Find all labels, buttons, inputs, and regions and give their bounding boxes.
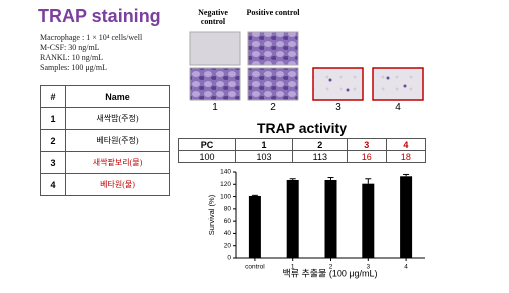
section-title: TRAP activity xyxy=(257,120,347,136)
micrograph xyxy=(247,31,299,66)
table-row: PC 1 2 3 4 xyxy=(178,138,427,151)
trap-table: PC 1 2 3 4 100 103 113 16 18 xyxy=(178,138,427,163)
sample-table: # Name 1 새싹밥(주정) 2 베타원(주정) 3 새싹팥보리(물) 4 베타원(물) xyxy=(40,85,170,196)
image-label: Negative control xyxy=(198,8,228,26)
bar xyxy=(324,179,337,258)
table-row: 4 베타원(물) xyxy=(40,173,170,196)
y-tick-label: 60 xyxy=(224,218,232,225)
micrograph xyxy=(189,31,241,66)
table-cell: 16 xyxy=(346,150,387,163)
image-number: 1 xyxy=(212,102,218,113)
y-tick-label: 0 xyxy=(227,255,231,262)
condition: M-CSF: 30 ng/mL xyxy=(40,43,100,52)
image-number: 2 xyxy=(270,102,276,113)
condition: Samples: 100 μg/mL xyxy=(40,63,107,72)
y-tick-label: 40 xyxy=(224,230,232,237)
table-cell: 100 xyxy=(178,150,236,163)
bar xyxy=(362,183,375,258)
cell-dot xyxy=(386,76,390,80)
y-tick-label: 120 xyxy=(220,181,231,188)
bar xyxy=(400,176,413,258)
table-cell: 18 xyxy=(385,150,427,163)
x-tick-label: 1 xyxy=(291,264,295,271)
cell-dot xyxy=(346,88,350,92)
condition: RANKL: 10 ng/mL xyxy=(40,53,104,62)
condition: Macrophage : 1 × 10⁴ cells/well xyxy=(40,33,143,42)
table-row: # Name xyxy=(40,85,170,108)
image-number: 4 xyxy=(395,102,401,113)
bar xyxy=(248,195,261,258)
cell-dot xyxy=(328,78,332,82)
image-number: 3 xyxy=(335,102,341,113)
x-tick-label: 3 xyxy=(366,264,370,271)
table-header-cell: PC xyxy=(178,138,236,151)
cell-dot xyxy=(403,84,407,88)
table-header-cell: 2 xyxy=(292,138,348,151)
micrograph xyxy=(312,67,364,101)
micrograph xyxy=(372,67,424,101)
micrograph xyxy=(247,67,299,101)
table-row: 2 베타원(주정) xyxy=(40,129,170,152)
table-cell: 베타원(물) xyxy=(65,173,170,196)
y-tick-label: 140 xyxy=(220,169,231,176)
y-tick-label: 20 xyxy=(224,242,232,249)
y-tick-label: 100 xyxy=(220,193,231,200)
survival-chart: Survival (%) 백류 추출물 (100 μg/mL) 0 20 40 60 8… xyxy=(207,169,425,278)
image-label: Positive control xyxy=(246,8,300,17)
table-row: 100 103 113 16 18 xyxy=(178,150,427,163)
table-row: 3 새싹팥보리(물) xyxy=(40,151,170,174)
table-header-cell: 1 xyxy=(235,138,293,151)
x-tick-label: control xyxy=(245,264,265,271)
table-header-cell: 4 xyxy=(385,138,427,151)
table-cell: 103 xyxy=(235,150,293,163)
page-title: TRAP staining xyxy=(38,6,161,26)
y-tick-label: 80 xyxy=(224,206,232,213)
x-tick-label: 2 xyxy=(329,264,333,271)
table-header-cell: 3 xyxy=(346,138,387,151)
bar xyxy=(286,179,299,258)
x-axis-label: 백류 추출물 (100 μg/mL) xyxy=(282,268,377,278)
x-tick-label: 4 xyxy=(404,264,408,271)
table-cell: 113 xyxy=(292,150,348,163)
micrograph xyxy=(189,67,241,101)
y-axis-label: Survival (%) xyxy=(207,194,216,235)
